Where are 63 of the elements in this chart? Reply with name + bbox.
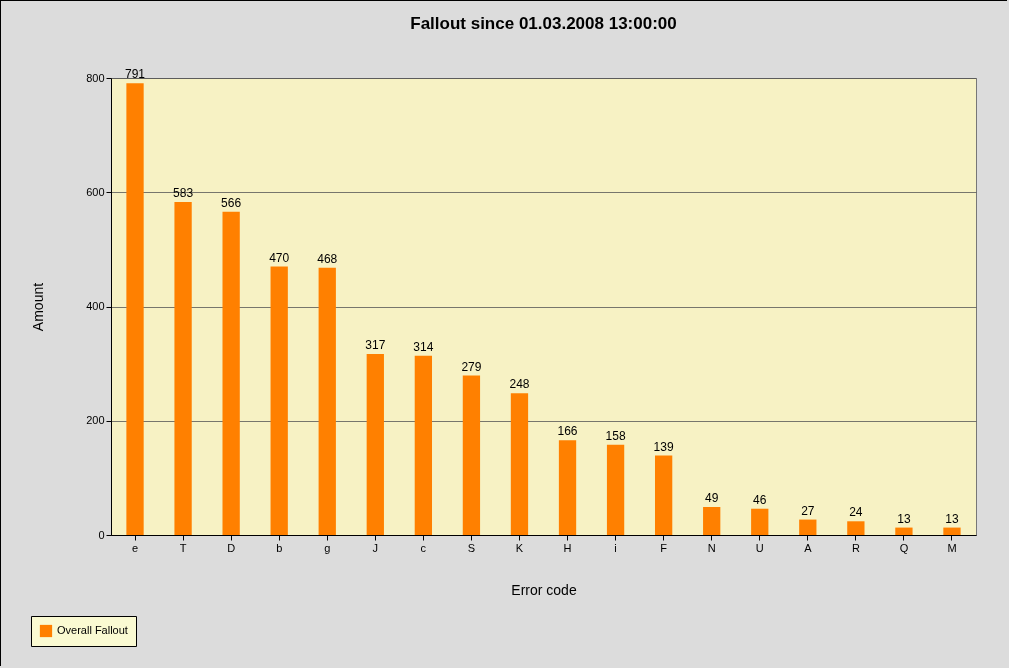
data-label: 791 — [125, 67, 146, 82]
x-tick-label: K — [515, 541, 524, 554]
data-label: 314 — [413, 339, 434, 354]
data-label: 49 — [705, 491, 719, 506]
bar — [174, 201, 192, 535]
x-tick-label: i — [614, 541, 617, 554]
x-axis-title: Error code — [511, 581, 577, 598]
bar — [703, 507, 721, 535]
x-tick-label: Q — [899, 541, 909, 554]
y-axis-title: Amount — [30, 282, 47, 332]
x-tick-label: N — [707, 541, 716, 554]
x-tick-label: b — [276, 541, 283, 554]
bar — [751, 508, 769, 535]
bar — [799, 519, 817, 535]
data-label: 566 — [221, 195, 242, 210]
x-tick-label: S — [467, 541, 476, 554]
y-tick-label: 800 — [86, 71, 105, 84]
x-tick-label: R — [851, 541, 860, 554]
x-tick-label: H — [563, 541, 572, 554]
x-tick-label: M — [947, 541, 957, 554]
y-tick-label: 600 — [86, 185, 105, 198]
data-label: 248 — [509, 377, 530, 392]
x-tick-label: U — [755, 541, 764, 554]
data-label: 139 — [653, 439, 674, 454]
data-label: 279 — [461, 359, 482, 374]
x-tick-label: T — [179, 541, 187, 554]
data-label: 13 — [945, 511, 959, 526]
data-label: 24 — [849, 505, 863, 520]
x-tick-label: c — [420, 541, 427, 554]
y-tick-label: 400 — [86, 300, 105, 312]
x-tick-label: g — [324, 541, 331, 554]
chart-title: Fallout since 01.03.2008 13:00:00 — [410, 14, 677, 34]
data-label: 158 — [605, 428, 626, 443]
data-label: 468 — [317, 251, 338, 266]
bar — [414, 355, 433, 535]
y-tick-label: 0 — [98, 528, 105, 541]
bar — [943, 527, 961, 535]
data-label: 27 — [801, 503, 815, 518]
data-label: 583 — [173, 185, 194, 200]
x-tick-label: J — [372, 541, 379, 554]
data-label: 166 — [557, 424, 578, 439]
x-tick-label: F — [660, 541, 668, 554]
bar — [366, 353, 384, 535]
bar — [270, 266, 288, 535]
bar — [606, 444, 625, 535]
bar — [126, 83, 144, 535]
bar — [654, 455, 673, 535]
data-label: 13 — [897, 511, 911, 526]
bar — [510, 393, 529, 535]
x-tick-label: A — [804, 541, 813, 554]
data-label: 317 — [365, 337, 386, 352]
bar — [847, 521, 865, 535]
x-tick-label: D — [227, 541, 236, 554]
data-label: 46 — [753, 492, 767, 507]
y-tick-label: 200 — [86, 414, 105, 427]
bar — [895, 527, 913, 535]
bar — [222, 211, 240, 535]
bar — [462, 375, 481, 535]
bar — [558, 440, 577, 535]
legend-label: Overall Fallout — [57, 624, 128, 636]
bar — [318, 267, 336, 535]
x-tick-label: e — [131, 541, 139, 554]
data-label: 470 — [269, 250, 290, 265]
